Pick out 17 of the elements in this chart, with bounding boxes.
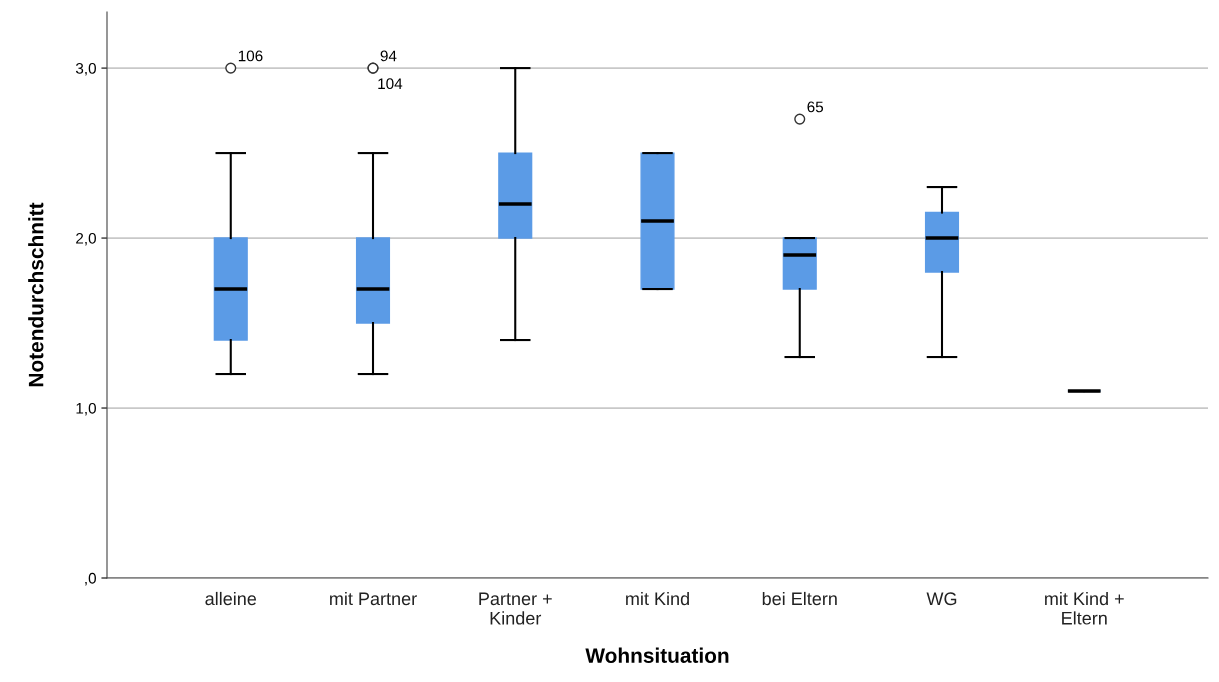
y-tick-label: ,0 xyxy=(85,572,96,586)
y-axis-title: Notendurchschnitt xyxy=(28,202,44,387)
y-tick-label: 1,0 xyxy=(76,402,96,416)
x-tick-label: mit Partner xyxy=(330,591,417,606)
y-tick-label: 2,0 xyxy=(76,232,96,246)
x-tick-label: WG xyxy=(926,592,957,606)
annotation: 106 xyxy=(238,50,263,62)
x-tick-label: mit Kind xyxy=(626,591,689,606)
annotation: 65 xyxy=(807,101,824,113)
annotation: 94 xyxy=(380,50,397,62)
x-tick-label: alleine xyxy=(205,591,257,606)
x-tick-label: mit Kind + Eltern xyxy=(1045,591,1124,625)
annotation: 104 xyxy=(378,78,403,90)
x-tick-label: bei Eltern xyxy=(762,591,837,606)
y-tick-label: 3,0 xyxy=(75,62,96,76)
x-tick-label: Partner + Kinder xyxy=(479,592,552,625)
x-axis-title: Wohnsituation xyxy=(585,647,729,663)
